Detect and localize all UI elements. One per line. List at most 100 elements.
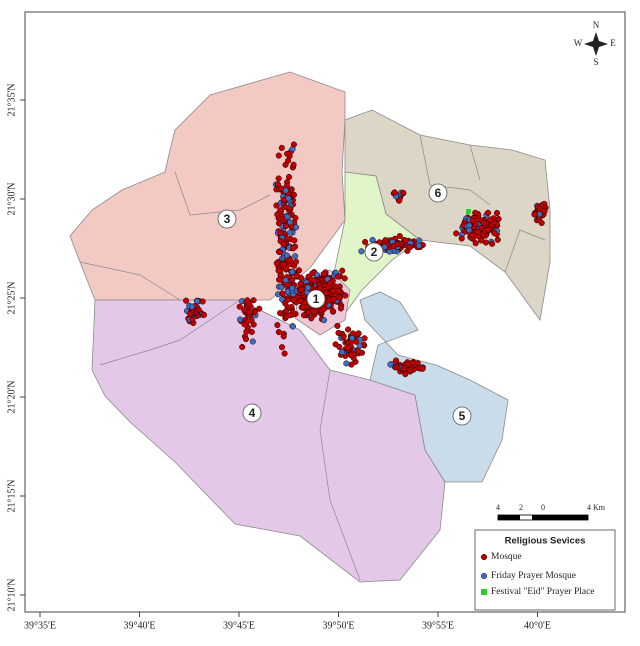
- mosque-point: [329, 308, 336, 315]
- district-boundaries: [79, 134, 546, 581]
- scale-label: 2: [519, 503, 523, 512]
- scale-label: 4: [496, 503, 500, 512]
- mosque-point: [485, 226, 492, 233]
- latitude-label: 21°30'N: [6, 182, 17, 215]
- mosque-point: [248, 328, 255, 336]
- mosque-point: [187, 310, 194, 317]
- friday-mosque-point: [289, 268, 296, 275]
- mosque-point: [337, 305, 344, 312]
- mosque-point: [274, 322, 281, 329]
- mosque-point: [472, 240, 479, 247]
- mosque-point: [291, 237, 298, 244]
- compass-needle: [584, 40, 608, 48]
- friday-mosque-point: [369, 236, 376, 244]
- longitude-label: 39°50'E: [323, 620, 355, 631]
- friday-mosque-point: [338, 348, 346, 356]
- mosque-point: [345, 326, 352, 333]
- scale-bar-segment: [498, 515, 520, 520]
- mosque-point: [335, 287, 342, 294]
- scale-bar: 4 2 0 4 Km: [496, 503, 606, 521]
- mosque-point: [278, 144, 285, 151]
- friday-mosque-point: [387, 361, 394, 368]
- eid-prayer-place: [466, 209, 471, 214]
- mosque-point: [290, 161, 297, 168]
- friday-mosque-point: [286, 229, 294, 236]
- longitude-label: 39°55'E: [422, 620, 454, 631]
- mosque-point: [280, 241, 287, 248]
- mosque-point: [494, 236, 501, 243]
- mosque-point: [292, 214, 299, 222]
- friday-mosque-point: [293, 224, 300, 231]
- legend-item: Mosque: [491, 552, 522, 562]
- mosque-point: [277, 310, 284, 317]
- legend-symbol: [480, 553, 488, 561]
- mosque-point: [290, 245, 297, 252]
- mosque-point: [402, 371, 409, 378]
- mosque-point: [355, 330, 362, 337]
- mosque-point: [277, 207, 284, 214]
- friday-mosque-point: [283, 252, 290, 259]
- zone-marker: [364, 242, 384, 262]
- scale-label: 0: [541, 503, 545, 512]
- mosque-point: [189, 316, 196, 323]
- mosque-point: [251, 309, 258, 316]
- mosque-point: [290, 141, 297, 148]
- friday-mosque-point: [284, 213, 291, 221]
- friday-mosque-point: [282, 277, 289, 284]
- mosque-point: [340, 333, 347, 341]
- mosque-point: [195, 306, 202, 313]
- mosque-point: [345, 344, 352, 351]
- mosque-point: [390, 243, 397, 250]
- mosque-point: [531, 211, 538, 218]
- mosque-point: [300, 312, 308, 319]
- mosque-point: [472, 209, 479, 216]
- mosque-point: [239, 343, 246, 351]
- mosque-point: [330, 296, 337, 303]
- compass-n: N: [593, 20, 600, 30]
- mosque-point: [283, 265, 290, 272]
- mosque-point: [485, 209, 492, 216]
- legend-item: Festival "Eid" Prayer Place: [491, 587, 595, 597]
- zone-marker: [428, 183, 448, 203]
- compass: N S E W: [574, 20, 617, 67]
- zone-marker: [306, 289, 326, 309]
- mosque-point: [487, 216, 494, 223]
- mosque-point: [320, 270, 327, 277]
- coordinate-labels: 21°35'N 21°30'N 21°25'N 21°20'N 21°15'N 21°10…: [6, 83, 551, 631]
- mosque-point: [275, 267, 282, 274]
- friday-mosque-point: [237, 316, 244, 323]
- compass-w: W: [574, 38, 583, 48]
- mosque-point: [282, 161, 289, 168]
- legend-box: [474, 529, 616, 611]
- mosque-point: [250, 321, 257, 328]
- mosque-point: [290, 191, 298, 198]
- mosque-point: [396, 233, 403, 240]
- mosque-point: [311, 277, 318, 284]
- mosque-point: [396, 197, 403, 204]
- mosque-point: [334, 322, 341, 329]
- friday-mosque-point: [289, 323, 296, 330]
- mosque-point: [342, 292, 349, 299]
- legend-symbol: [481, 589, 487, 595]
- mosque-point: [489, 240, 496, 247]
- longitude-label: 39°45'E: [223, 620, 255, 631]
- friday-mosque-point: [278, 284, 285, 291]
- mosque-point: [199, 298, 206, 305]
- zone-label: 5: [459, 409, 466, 423]
- friday-mosque-point: [292, 253, 299, 260]
- mosque-point: [278, 344, 286, 351]
- mosque-point: [285, 173, 293, 181]
- mosque-point: [286, 205, 293, 212]
- mosque-point: [275, 152, 282, 159]
- zone-label: 2: [371, 245, 378, 259]
- mosque-point: [382, 237, 389, 244]
- mosque-point: [283, 222, 290, 230]
- mosque-point: [336, 343, 343, 350]
- mosque-point: [320, 305, 327, 312]
- mosque-point: [284, 296, 291, 304]
- friday-mosque-point: [249, 338, 256, 345]
- legend-item: Friday Prayer Mosque: [491, 571, 576, 581]
- mosque-point: [246, 309, 253, 316]
- mosque-point: [289, 276, 296, 283]
